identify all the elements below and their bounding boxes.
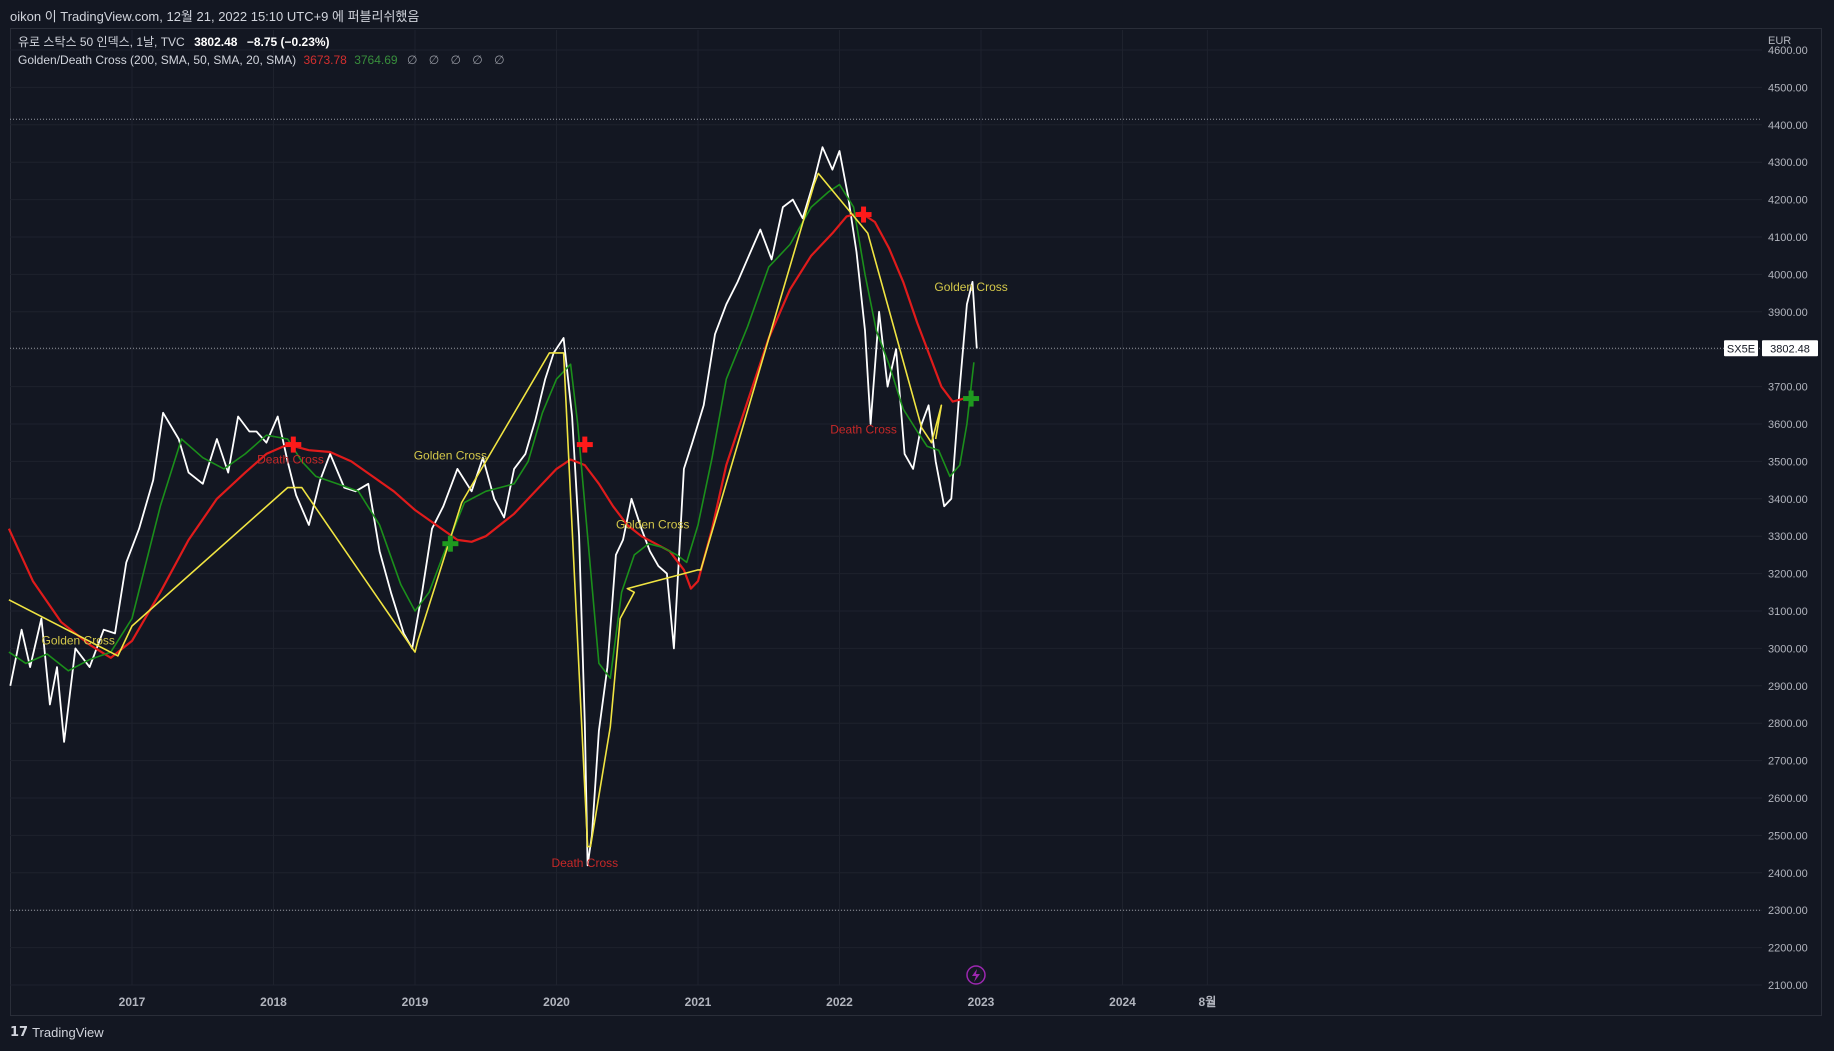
sma-200-line [7,211,972,659]
x-tick-label: 8월 [1199,994,1217,1009]
y-tick-label: 2700.00 [1768,756,1808,768]
golden-cross-marker-icon [442,535,459,552]
price-series-line [9,146,978,867]
y-tick-label: 2100.00 [1768,980,1808,992]
y-tick-label: 3400.00 [1768,494,1808,506]
x-tick-label: 2020 [543,995,570,1009]
indicator-name: Golden/Death Cross (200, SMA, 50, SMA, 2… [18,53,297,67]
indicator-extra-values: ∅ ∅ ∅ ∅ ∅ [406,53,509,67]
x-tick-label: 2023 [968,995,995,1009]
y-tick-label: 3600.00 [1768,419,1808,431]
y-tick-label: 3500.00 [1768,456,1808,468]
y-tick-label: 3900.00 [1768,307,1808,319]
y-tick-label: 4000.00 [1768,269,1808,281]
publish-line: oikon 이 TradingView.com, 12월 21, 2022 15… [10,9,420,24]
currency-label: EUR [1768,35,1791,47]
footer-brand[interactable]: 𝟭𝟳 TradingView [10,1024,104,1040]
tradingview-logo-icon: 𝟭𝟳 [10,1024,29,1039]
death-cross-label: Death Cross [551,856,618,870]
sma-short-value: 3764.69 [354,53,398,67]
y-tick-label: 3300.00 [1768,531,1808,543]
x-tick-label: 2019 [402,995,429,1009]
y-tick-label: 4100.00 [1768,232,1808,244]
death-cross-marker-icon [855,206,872,223]
golden-cross-label: Golden Cross [42,634,115,648]
chart-frame [10,28,1822,1016]
y-tick-label: 4500.00 [1768,82,1808,94]
y-tick-label: 4200.00 [1768,195,1808,207]
golden-cross-label: Golden Cross [616,518,689,532]
brand-name: TradingView [32,1024,104,1040]
golden-cross-label: Golden Cross [934,280,1007,294]
symbol-tag-box [1724,340,1758,357]
x-tick-label: 2017 [119,995,146,1009]
y-tick-label: 2600.00 [1768,793,1808,805]
price-change: −8.75 (−0.23%) [246,35,330,49]
death-cross-label: Death Cross [830,422,897,436]
y-tick-label: 2500.00 [1768,830,1808,842]
symbol-line: 유로 스탁스 50 인덱스, 1날, TVC [18,35,185,49]
x-tick-label: 2021 [685,995,712,1009]
last-price: 3802.48 [194,35,238,49]
symbol-tag-label: SX5E [1727,343,1755,355]
y-tick-label: 4300.00 [1768,157,1808,169]
lightning-bolt-icon [972,969,980,982]
lightning-icon [966,965,986,985]
x-tick-label: 2022 [826,995,853,1009]
y-tick-label: 3200.00 [1768,569,1808,581]
price-tag-label: 3802.48 [1770,343,1810,355]
y-tick-label: 2300.00 [1768,905,1808,917]
y-tick-label: 2900.00 [1768,681,1808,693]
chart-legend: 유로 스탁스 50 인덱스, 1날, TVC 3802.48 −8.75 (−0… [18,33,509,69]
y-tick-label: 3100.00 [1768,606,1808,618]
x-tick-label: 2024 [1109,995,1136,1009]
y-tick-label: 2800.00 [1768,718,1808,730]
indicator-row[interactable]: Golden/Death Cross (200, SMA, 50, SMA, 2… [18,51,509,69]
golden-cross-marker-icon [963,390,980,407]
death-cross-marker-icon [285,436,302,453]
death-cross-marker-icon [576,436,593,453]
sma-50-line [8,183,975,680]
publish-header: oikon 이 TradingView.com, 12월 21, 2022 15… [0,0,1834,28]
price-tag-box [1762,340,1818,357]
y-tick-label: 3000.00 [1768,643,1808,655]
sma-long-value: 3673.78 [303,53,347,67]
trend-line [8,172,943,848]
y-tick-label: 4600.00 [1768,45,1808,57]
golden-cross-label: Golden Cross [414,449,487,463]
y-tick-label: 2400.00 [1768,868,1808,880]
x-tick-label: 2018 [260,995,287,1009]
y-tick-label: 2200.00 [1768,943,1808,955]
y-tick-label: 3700.00 [1768,382,1808,394]
symbol-row[interactable]: 유로 스탁스 50 인덱스, 1날, TVC 3802.48 −8.75 (−0… [18,33,509,51]
y-tick-label: 4400.00 [1768,120,1808,132]
death-cross-label: Death Cross [257,452,324,466]
